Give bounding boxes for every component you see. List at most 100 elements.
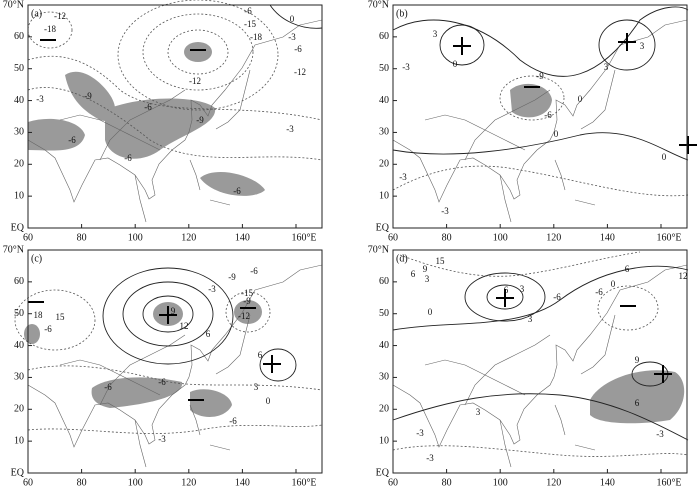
y-tick-label: 70°N: [368, 0, 389, 10]
x-tick-label: 160°E: [656, 232, 681, 243]
y-tick-label: EQ: [376, 467, 390, 478]
contour-label: -3: [286, 124, 294, 134]
contour-label: 3: [520, 284, 525, 294]
contour-label: -6: [544, 110, 552, 120]
contour-label: 0: [578, 94, 583, 104]
contour-label: -3: [656, 429, 664, 439]
contour-label: 0: [611, 279, 616, 289]
contour: [392, 6, 689, 77]
y-tick-label: 50: [379, 308, 389, 319]
contour-label: 6: [206, 329, 211, 339]
contour-label: 3: [604, 62, 609, 72]
x-tick-label: 120: [181, 232, 196, 243]
x-tick-label: 100: [493, 477, 508, 488]
y-tick-label: 30: [379, 127, 389, 138]
contour: [259, 348, 297, 382]
contour: [392, 265, 689, 331]
shaded-area: [184, 42, 212, 62]
y-tick-label: 30: [379, 372, 389, 383]
contour: [27, 55, 323, 121]
panel-frame: [27, 4, 323, 229]
x-tick-label: 60: [23, 477, 33, 488]
y-tick-label: 70°N: [368, 244, 389, 255]
contour-label: -3: [441, 206, 449, 216]
contour-label: 6: [504, 285, 509, 295]
y-tick-label: 20: [379, 404, 389, 415]
contour-label: -15: [244, 19, 256, 29]
panel-a: [27, 0, 323, 223]
contour-label: 3: [433, 29, 438, 39]
contour: [392, 445, 689, 457]
y-tick-label: 40: [14, 95, 24, 106]
x-tick-label: 140: [600, 477, 615, 488]
y-tick-label: EQ: [11, 467, 25, 478]
y-tick-label: 10: [379, 435, 389, 446]
contour: [122, 281, 214, 347]
x-tick-label: 100: [128, 477, 143, 488]
contour: [464, 272, 546, 322]
contour-label: -3: [416, 428, 424, 438]
x-tick-label: 80: [442, 232, 452, 243]
contour: [27, 365, 323, 391]
x-tick-label: 140: [235, 477, 250, 488]
y-tick-label: EQ: [11, 222, 25, 233]
x-tick-label: 60: [388, 232, 398, 243]
contour: [486, 284, 524, 310]
panel-frame: [392, 4, 688, 229]
contour: [167, 29, 229, 75]
panel-d: [392, 251, 689, 468]
contour-label: -9: [536, 71, 544, 81]
y-tick-label: 60: [379, 276, 389, 287]
contour-label: -3: [158, 434, 166, 444]
shaded-area: [105, 98, 216, 159]
contour-label: -6: [553, 292, 561, 302]
contour: [269, 4, 323, 29]
contour-label: 9: [423, 264, 428, 274]
contour-label: 0: [428, 307, 433, 317]
y-tick-label: 60: [14, 276, 24, 287]
shaded-area: [510, 83, 552, 118]
contour-label: 3: [640, 41, 645, 51]
y-tick-label: 50: [14, 308, 24, 319]
x-tick-label: 60: [23, 232, 33, 243]
contour-label: -6: [294, 44, 302, 54]
y-tick-label: 30: [14, 372, 24, 383]
x-tick-label: 160°E: [291, 232, 316, 243]
contour-label: 0: [453, 59, 458, 69]
x-tick-label: 120: [181, 477, 196, 488]
contour: [392, 165, 689, 197]
shaded-area: [190, 389, 232, 417]
contour-label: 9: [171, 306, 176, 316]
contour: [142, 295, 194, 333]
contour-label: -6: [158, 377, 166, 387]
x-tick-label: 100: [493, 232, 508, 243]
contour-label: 0: [266, 396, 271, 406]
shaded-area: [28, 118, 85, 151]
contour-label: -3: [399, 172, 407, 182]
x-tick-label: 60: [388, 477, 398, 488]
contour-label: 3: [476, 407, 481, 417]
y-tick-label: 60: [379, 31, 389, 42]
labels: (a)60 80 100 120 140 160°EEQ10203040506070°N-…: [3, 0, 688, 488]
contour: [27, 87, 323, 161]
contour-label: -12: [294, 67, 306, 77]
contour-label: -12: [189, 76, 201, 86]
y-tick-label: 50: [14, 63, 24, 74]
contour-label: 18: [34, 310, 44, 320]
contour: [439, 24, 485, 66]
shaded-area: [91, 377, 183, 408]
panel-b: [392, 6, 697, 223]
contour-label: -9: [243, 296, 251, 306]
y-tick-label: 30: [14, 127, 24, 138]
contour: [27, 11, 73, 49]
contour: [598, 19, 656, 71]
contour-label: -6: [104, 382, 112, 392]
y-tick-label: 40: [379, 340, 389, 351]
x-tick-label: 140: [235, 232, 250, 243]
contour-label: 12: [180, 321, 189, 331]
contour: [142, 13, 254, 91]
contour-label: -9: [196, 115, 204, 125]
panel-label: (b): [396, 8, 408, 19]
contour-label: -3: [426, 453, 434, 463]
shaded-area: [234, 300, 262, 324]
